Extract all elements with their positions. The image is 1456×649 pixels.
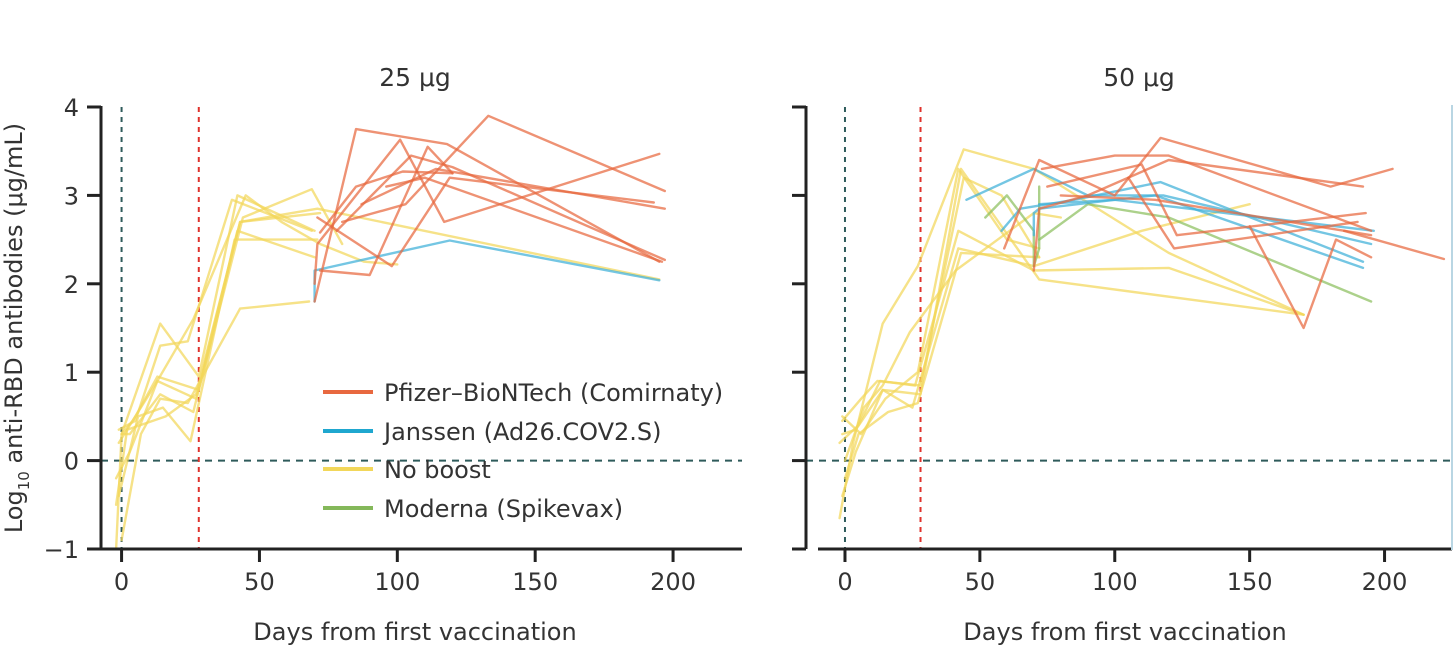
- y-tick-label: −1: [44, 536, 79, 564]
- y-tick-label: 4: [64, 94, 79, 122]
- series-line-nb: [838, 229, 1305, 445]
- series-line-nb: [841, 202, 1251, 436]
- x-tick-label: 100: [374, 568, 420, 596]
- series-line-p: [385, 176, 664, 263]
- legend-item: Moderna (Spikevax): [323, 495, 623, 523]
- y-tick-label: 2: [64, 271, 79, 299]
- x-tick-label: 0: [837, 568, 852, 596]
- x-tick-label: 50: [965, 568, 996, 596]
- x-axis-label: Days from first vaccination: [253, 618, 576, 646]
- series-line-p: [1059, 194, 1373, 237]
- series-line-p: [1342, 229, 1446, 261]
- x-tick-label: 150: [1227, 568, 1273, 596]
- legend-item: No boost: [323, 456, 491, 484]
- x-tick-label: 200: [1362, 568, 1408, 596]
- panel-50ug: 50 μg 0 50 100 150 200 Days from first vacci…: [792, 63, 1452, 646]
- panel-title: 25 μg: [379, 63, 451, 92]
- series-line-p: [1248, 225, 1373, 330]
- series-line-p: [1032, 158, 1365, 272]
- legend-label: No boost: [384, 456, 491, 484]
- series-line-p: [360, 167, 666, 210]
- legend-item: Janssen (Ad26.COV2.S): [323, 418, 662, 446]
- series-line-p: [1040, 154, 1373, 233]
- series-line-nb: [114, 207, 661, 506]
- x-tick-label: 200: [650, 568, 696, 596]
- series-line-p: [313, 127, 661, 303]
- x-axis-label: Days from first vaccination: [963, 618, 1286, 646]
- series-line-m: [984, 185, 1041, 268]
- y-tick-label: 1: [64, 359, 79, 387]
- series-line-j: [313, 239, 661, 303]
- series-line-p: [335, 154, 666, 262]
- x-tick-label: 150: [512, 568, 558, 596]
- legend-label: Pfizer–BioNTech (Comirnaty): [384, 379, 723, 407]
- panel-title: 50 μg: [1103, 63, 1175, 92]
- series-line-p: [1127, 176, 1359, 250]
- series-line-nb: [120, 211, 322, 436]
- series-line-p: [313, 138, 661, 285]
- y-axis-label: Log10 anti-RBD antibodies (μg/mL): [0, 123, 33, 533]
- x-tick-label: 0: [114, 568, 129, 596]
- x-tick-label: 50: [244, 568, 275, 596]
- y-tick-label: 3: [64, 182, 79, 210]
- legend-item: Pfizer–BioNTech (Comirnaty): [323, 379, 723, 407]
- series-line-m: [1037, 202, 1373, 303]
- series-line-nb: [841, 167, 1305, 498]
- panel-25ug: 25 μg −1 0 1 2 3 4 0 50 100 150 200 Days from firs…: [0, 63, 742, 646]
- series-line-p: [316, 176, 655, 268]
- series-line-j: [1037, 194, 1365, 270]
- series-line-nb: [114, 194, 316, 551]
- series-line-nb: [117, 238, 319, 498]
- series-line-nb: [843, 251, 1041, 480]
- series-line-p: [318, 145, 454, 277]
- x-tick-label: 100: [1092, 568, 1138, 596]
- legend: Pfizer–BioNTech (Comirnaty) Janssen (Ad2…: [323, 379, 723, 523]
- series-line-nb: [120, 194, 399, 436]
- series-line-nb: [841, 176, 1041, 422]
- legend-label: Janssen (Ad26.COV2.S): [382, 418, 662, 446]
- y-tick-label: 0: [64, 448, 79, 476]
- series-line-nb: [120, 300, 311, 542]
- legend-label: Moderna (Spikevax): [384, 495, 623, 523]
- series-line-p: [341, 114, 666, 224]
